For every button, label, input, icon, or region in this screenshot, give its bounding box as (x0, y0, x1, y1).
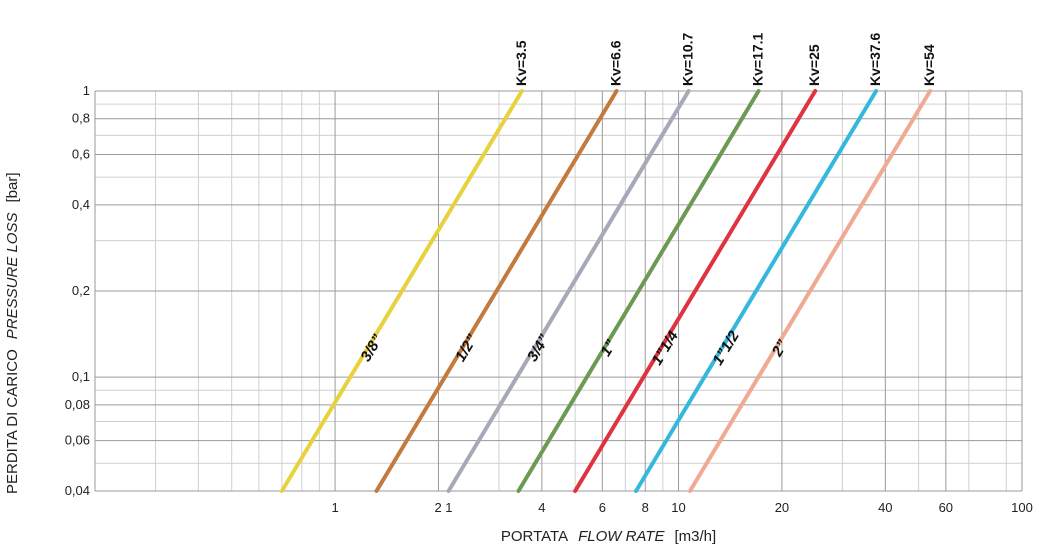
y-tick-label: 0,4 (72, 197, 90, 212)
kv-label: Kv=6.6 (608, 40, 624, 86)
grid-major (94, 90, 1023, 492)
x-tick-label: 40 (878, 500, 892, 515)
pipe-size-label: 1”1/4 (648, 328, 682, 369)
y-tick-label: 0,2 (72, 283, 90, 298)
y-axis-label-italic: PRESSURE LOSS (4, 212, 21, 340)
y-axis-unit: [bar] (4, 172, 21, 203)
x-tick-labels: 1 2 1 4 6 8 10 20 40 60 100 (331, 500, 1032, 515)
x-tick-label: 6 (599, 500, 606, 515)
pipe-size-label: 3/4” (524, 331, 553, 364)
kv-label: Kv=54 (921, 44, 937, 86)
kv-label: Kv=25 (806, 44, 822, 86)
y-tick-label: 0,04 (65, 483, 90, 498)
y-tick-label: 0,08 (65, 397, 90, 412)
x-tick-label: 10 (671, 500, 685, 515)
pipe-size-label: 1”1/2 (709, 328, 743, 369)
x-axis-unit: [m3/h] (674, 528, 717, 545)
series-line (446, 89, 691, 493)
x-tick-label: 2 1 (434, 500, 452, 515)
series-line (374, 89, 619, 493)
x-tick-label: 1 (331, 500, 338, 515)
y-tick-label: 1 (83, 83, 90, 98)
x-axis-title: PORTATA FLOW RATE [m3/h] (0, 528, 1037, 545)
series-line (573, 89, 818, 493)
y-axis-title: PERDITA DI CARICO PRESSURE LOSS [bar] (4, 74, 21, 494)
x-tick-label: 20 (775, 500, 789, 515)
y-tick-label: 0,6 (72, 146, 90, 161)
series-line (279, 89, 524, 493)
x-tick-label: 100 (1011, 500, 1033, 515)
series-layer (279, 89, 933, 493)
y-tick-labels: 1 0,8 0,6 0,4 0,2 0,1 0,08 0,06 0,04 (65, 83, 90, 498)
y-tick-label: 0,8 (72, 111, 90, 126)
y-tick-label: 0,1 (72, 369, 90, 384)
series-line (516, 89, 761, 493)
pipe-size-labels: 3/8” 1/2” 3/4” 1” 1”1/4 1”1/2 2” (357, 328, 791, 369)
y-tick-label: 0,06 (65, 433, 90, 448)
pipe-size-label: 3/8” (357, 331, 386, 364)
y-axis-label-main: PERDITA DI CARICO (4, 349, 21, 494)
kv-labels: Kv=3.5 Kv=6.6 Kv=10.7 Kv=17.1 Kv=25 Kv=37.6 Kv… (513, 32, 937, 86)
x-axis-label-main: PORTATA (500, 528, 569, 545)
series-line (688, 89, 933, 493)
x-tick-label: 4 (538, 500, 545, 515)
kv-label: Kv=3.5 (513, 40, 529, 86)
x-tick-label: 8 (642, 500, 649, 515)
x-axis-label-italic: FLOW RATE (578, 528, 665, 545)
series-line (634, 89, 879, 493)
pipe-size-label: 2” (768, 337, 792, 361)
kv-label: Kv=17.1 (750, 32, 766, 86)
kv-label: Kv=37.6 (867, 32, 883, 86)
kv-label: Kv=10.7 (680, 32, 696, 86)
pipe-size-label: 1/2” (452, 331, 481, 364)
x-tick-label: 60 (939, 500, 953, 515)
